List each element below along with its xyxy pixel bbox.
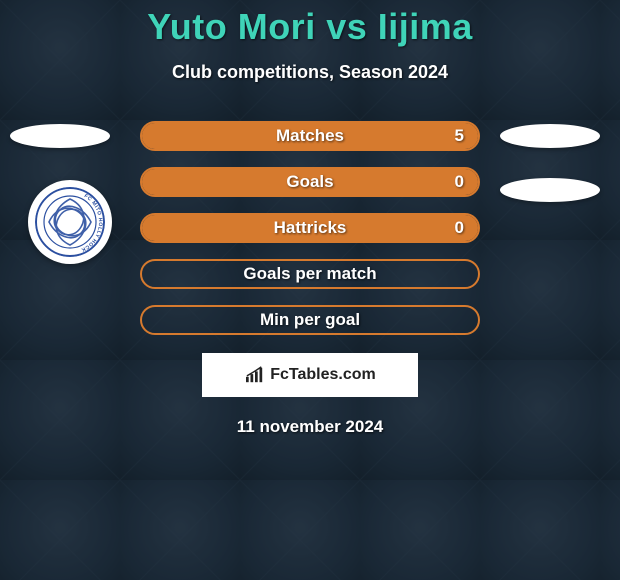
stat-row: Hattricks 0 xyxy=(140,213,480,243)
bar-chart-icon xyxy=(244,366,266,384)
club-badge-icon: FC MITO HOLLY HOCK xyxy=(35,187,105,257)
page-title: Yuto Mori vs Iijima xyxy=(147,6,473,48)
date-text: 11 november 2024 xyxy=(237,417,383,437)
placeholder-ellipse-left xyxy=(10,124,110,148)
stat-row: Min per goal xyxy=(140,305,480,335)
stat-value: 5 xyxy=(455,126,464,146)
stat-label: Min per goal xyxy=(260,310,360,330)
stat-label: Matches xyxy=(276,126,344,146)
stat-value: 0 xyxy=(455,172,464,192)
stat-label: Hattricks xyxy=(274,218,347,238)
brand-box[interactable]: FcTables.com xyxy=(202,353,418,397)
stat-row: Goals per match xyxy=(140,259,480,289)
stats-container: Matches 5 Goals 0 Hattricks 0 Goals per match M… xyxy=(140,121,480,335)
placeholder-ellipse-right-1 xyxy=(500,124,600,148)
club-badge-inner: FC MITO HOLLY HOCK xyxy=(35,187,105,257)
brand-text: FcTables.com xyxy=(270,366,376,384)
stat-label: Goals per match xyxy=(243,264,376,284)
stat-label: Goals xyxy=(286,172,333,192)
stat-row: Matches 5 xyxy=(140,121,480,151)
subtitle: Club competitions, Season 2024 xyxy=(172,62,448,83)
club-badge: FC MITO HOLLY HOCK xyxy=(28,180,112,264)
stat-value: 0 xyxy=(455,218,464,238)
placeholder-ellipse-right-2 xyxy=(500,178,600,202)
stat-row: Goals 0 xyxy=(140,167,480,197)
